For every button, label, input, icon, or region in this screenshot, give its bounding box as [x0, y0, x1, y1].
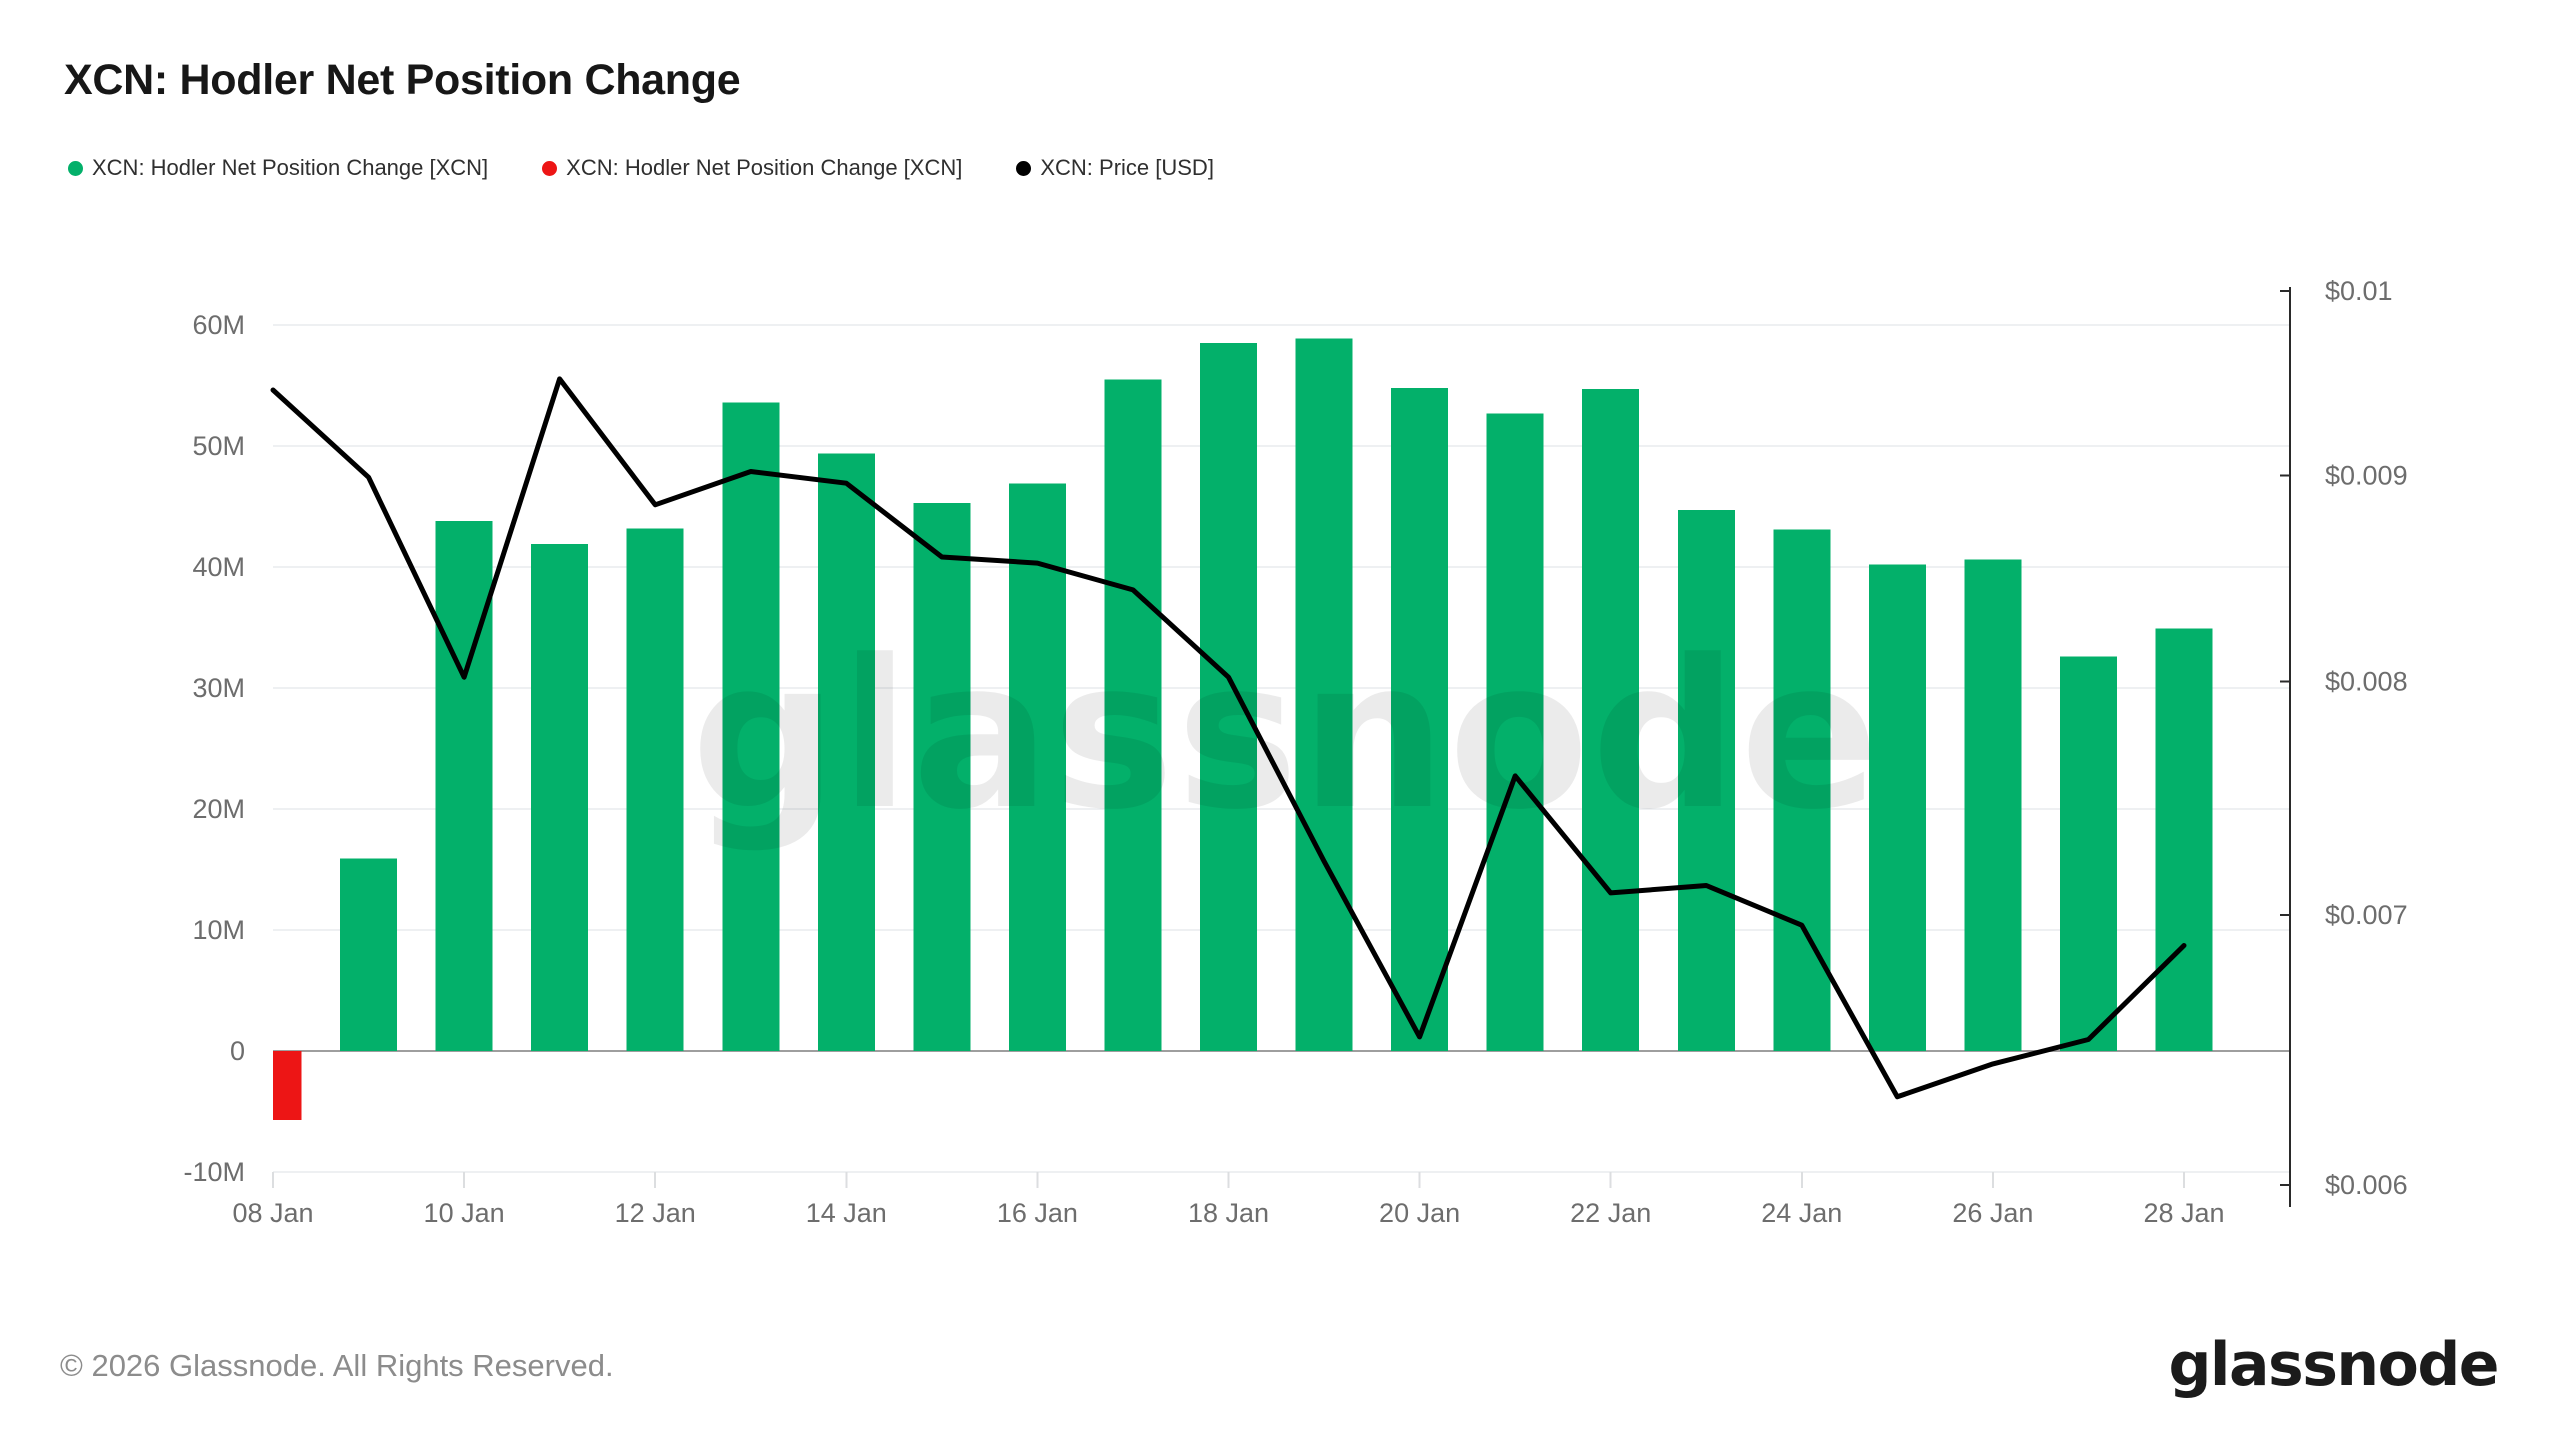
bar-13-jan[interactable]	[722, 402, 780, 1051]
price-line[interactable]	[270, 376, 2187, 1100]
x-axis-ticks	[272, 1172, 2185, 1188]
x-axis-label: 24 Jan	[1761, 1198, 1842, 1228]
legend: XCN: Hodler Net Position Change [XCN] XC…	[68, 155, 1214, 181]
legend-label: XCN: Price [USD]	[1040, 155, 1214, 180]
x-axis-label: 12 Jan	[615, 1198, 696, 1228]
x-axis-label: 10 Jan	[424, 1198, 505, 1228]
bar-11-jan[interactable]	[531, 544, 589, 1051]
legend-item-net-position-positive[interactable]: XCN: Hodler Net Position Change [XCN]	[68, 155, 488, 181]
bar-22-jan[interactable]	[1582, 389, 1640, 1051]
left-axis-label: -10M	[183, 1157, 245, 1187]
x-axis-label: 22 Jan	[1570, 1198, 1651, 1228]
x-axis-label: 18 Jan	[1188, 1198, 1269, 1228]
left-axis-label: 10M	[192, 915, 245, 945]
legend-label: XCN: Hodler Net Position Change [XCN]	[92, 155, 489, 180]
bar-28-jan[interactable]	[2155, 628, 2213, 1051]
bar-18-jan[interactable]	[1200, 343, 1257, 1051]
right-axis-label: $0.009	[2325, 460, 2408, 490]
legend-item-price[interactable]: XCN: Price [USD]	[1016, 155, 1214, 181]
x-axis-label: 14 Jan	[806, 1198, 887, 1228]
legend-dot-red-icon	[542, 160, 558, 176]
x-axis-label: 16 Jan	[997, 1198, 1078, 1228]
x-axis-label: 08 Jan	[232, 1198, 313, 1228]
legend-dot-black-icon	[1016, 160, 1032, 176]
bar-15-jan[interactable]	[913, 502, 971, 1051]
right-axis-label: $0.008	[2325, 667, 2408, 697]
right-axis-label: $0.01	[2325, 276, 2393, 306]
bar-19-jan[interactable]	[1295, 338, 1353, 1051]
right-axis-label: $0.006	[2325, 1170, 2408, 1200]
glassnode-logo: glassnode	[2168, 1330, 2499, 1400]
left-axis-label: 30M	[192, 673, 245, 703]
bar-27-jan[interactable]	[2059, 656, 2117, 1051]
left-axis-label: 60M	[192, 310, 245, 340]
bar-12-jan[interactable]	[626, 528, 684, 1051]
bar-17-jan[interactable]	[1104, 379, 1162, 1051]
legend-label: XCN: Hodler Net Position Change [XCN]	[566, 155, 963, 180]
left-axis-label: 20M	[192, 794, 245, 824]
left-axis-label: 0	[230, 1036, 245, 1066]
x-axis-label: 20 Jan	[1379, 1198, 1460, 1228]
bar-25-jan[interactable]	[1868, 564, 1926, 1051]
glassnode-watermark: glassnode	[691, 617, 1881, 855]
right-axis	[2280, 287, 2291, 1207]
right-axis-label: $0.007	[2325, 900, 2408, 930]
x-axis-label: 26 Jan	[1952, 1198, 2033, 1228]
legend-item-net-position-negative[interactable]: XCN: Hodler Net Position Change [XCN]	[542, 155, 962, 181]
bar-14-jan[interactable]	[817, 453, 875, 1051]
bar-23-jan[interactable]	[1677, 510, 1735, 1051]
bar-09-jan[interactable]	[340, 858, 398, 1051]
bar-08-jan[interactable]	[245, 1051, 302, 1120]
page-title: XCN: Hodler Net Position Change	[64, 56, 741, 104]
bar-10-jan[interactable]	[435, 521, 493, 1051]
bar-16-jan[interactable]	[1008, 483, 1066, 1051]
legend-dot-green-icon	[68, 160, 83, 176]
axis-labels: 60M 50M 40M 30M 20M 10M 0 -10M $0.01 $0.009 $0.008…	[183, 276, 2407, 1228]
bar-20-jan[interactable]	[1391, 387, 1449, 1051]
bar-21-jan[interactable]	[1486, 413, 1544, 1052]
left-axis-label: 50M	[192, 431, 245, 461]
copyright-text: © 2026 Glassnode. All Rights Reserved.	[60, 1348, 614, 1383]
left-axis-label: 40M	[192, 552, 245, 582]
x-axis-label: 28 Jan	[2143, 1198, 2224, 1228]
bar-26-jan[interactable]	[1964, 559, 2022, 1051]
bars	[245, 338, 2213, 1120]
